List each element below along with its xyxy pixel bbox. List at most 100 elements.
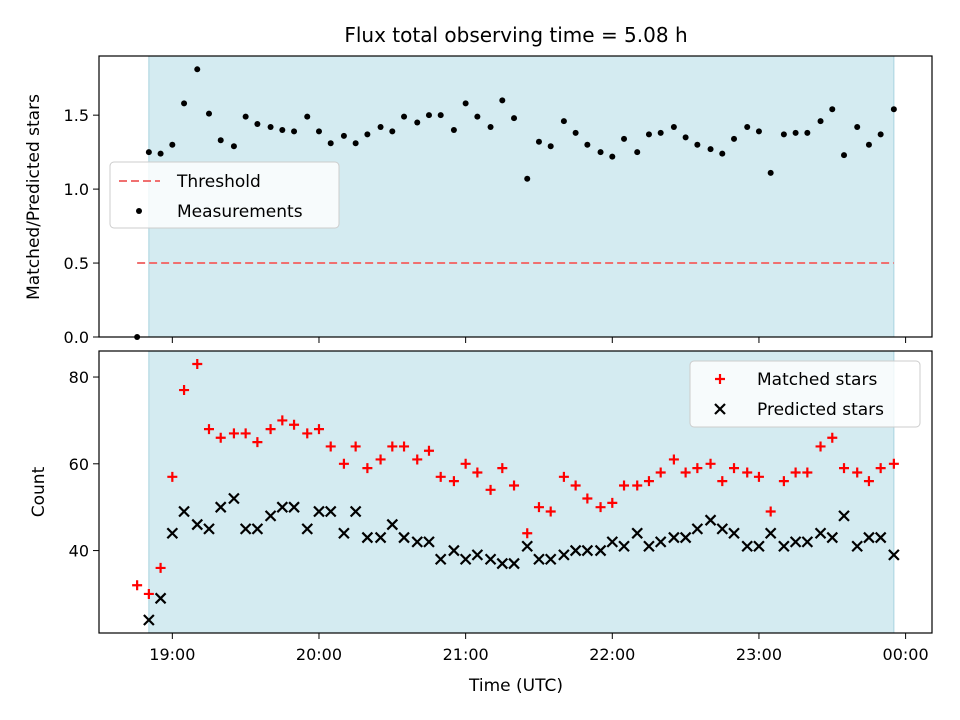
predicted-star-point bbox=[386, 518, 399, 531]
predicted-star-point bbox=[301, 523, 314, 535]
matched-star-point bbox=[252, 437, 263, 448]
x-tick-label: 00:00 bbox=[883, 645, 929, 664]
measurement-point bbox=[767, 169, 774, 176]
matched-star-point bbox=[472, 467, 483, 478]
measurement-point bbox=[657, 129, 664, 136]
predicted-star-point bbox=[581, 544, 594, 557]
measurement-point bbox=[817, 118, 824, 125]
y-tick-label: 80 bbox=[69, 368, 89, 387]
x-tick-label: 21:00 bbox=[443, 645, 489, 664]
matched-star-point bbox=[215, 432, 226, 443]
predicted-star-point bbox=[423, 536, 435, 548]
predicted-star-point bbox=[459, 553, 472, 566]
matched-star-point bbox=[680, 467, 691, 478]
measurement-point bbox=[755, 128, 762, 135]
matched-star-point bbox=[350, 441, 361, 452]
measurement-point bbox=[572, 129, 579, 136]
measurement-point bbox=[719, 150, 726, 157]
measurement-point bbox=[205, 110, 212, 117]
x-tick-label: 19:00 bbox=[149, 645, 195, 664]
matched-star-point bbox=[338, 458, 349, 469]
matched-star-point bbox=[802, 467, 813, 478]
predicted-star-point bbox=[838, 510, 850, 522]
predicted-star-point bbox=[851, 540, 863, 553]
measurement-point bbox=[707, 146, 714, 153]
predicted-star-point bbox=[728, 527, 740, 539]
matched-star-point bbox=[375, 454, 386, 465]
predicted-star-point bbox=[288, 501, 300, 513]
matched-star-point bbox=[705, 458, 716, 469]
matched-star-point bbox=[325, 441, 336, 452]
measurement-point bbox=[499, 97, 506, 104]
measurement-point bbox=[744, 123, 751, 130]
y-tick-label: 1.5 bbox=[64, 106, 89, 125]
predicted-star-point bbox=[789, 536, 802, 548]
measurement-point bbox=[401, 113, 408, 120]
predicted-star-point bbox=[203, 523, 215, 535]
matched-star-point bbox=[668, 454, 679, 465]
matched-star-point bbox=[179, 385, 190, 396]
x-tick-label: 23:00 bbox=[736, 645, 782, 664]
predicted-star-point bbox=[398, 531, 410, 544]
predicted-star-point bbox=[228, 492, 240, 505]
measurement-point bbox=[389, 128, 396, 135]
measurement-point bbox=[560, 118, 567, 125]
y-tick-label: 40 bbox=[69, 542, 89, 561]
matched-star-point bbox=[570, 480, 581, 491]
predicted-star-point bbox=[471, 549, 484, 561]
measurement-point bbox=[535, 138, 542, 145]
predicted-star-point bbox=[691, 523, 704, 535]
matched-star-point bbox=[607, 497, 618, 508]
matched-star-point bbox=[729, 463, 740, 474]
measurement-point bbox=[414, 119, 421, 126]
matched-star-point bbox=[497, 463, 508, 474]
measurement-point bbox=[450, 126, 457, 133]
predicted-star-point bbox=[778, 540, 790, 553]
measurement-point bbox=[230, 143, 237, 150]
y-tick-label: 1.0 bbox=[64, 180, 89, 199]
predicted-star-point bbox=[801, 536, 814, 548]
measurement-point bbox=[194, 66, 201, 73]
legend-predicted-label: Predicted stars bbox=[757, 400, 884, 420]
measurement-point bbox=[597, 149, 604, 156]
predicted-star-point bbox=[618, 540, 630, 553]
matched-star-point bbox=[460, 458, 471, 469]
predicted-star-point bbox=[826, 531, 839, 544]
matched-star-point bbox=[717, 476, 728, 487]
predicted-star-point bbox=[679, 531, 692, 544]
predicted-star-point bbox=[594, 544, 607, 557]
bottom-panel: Count Time (UTC) 40 60 80 19:00 20:00 21:00 22… bbox=[29, 350, 933, 696]
measurement-point bbox=[340, 132, 347, 139]
matched-star-point bbox=[533, 502, 544, 513]
measurement-point bbox=[792, 129, 799, 136]
matched-star-point bbox=[595, 502, 606, 513]
predicted-star-point bbox=[814, 527, 827, 539]
predicted-star-point bbox=[888, 549, 900, 561]
matched-star-point bbox=[827, 432, 838, 443]
legend-matched-swatch bbox=[715, 374, 725, 384]
predicted-star-point bbox=[606, 536, 619, 548]
x-tick-label: 22:00 bbox=[589, 645, 635, 664]
measurement-point bbox=[352, 140, 359, 147]
x-tick-label: 20:00 bbox=[296, 645, 342, 664]
measurement-point bbox=[364, 131, 371, 138]
matched-star-point bbox=[582, 493, 593, 504]
matched-star-point bbox=[888, 458, 899, 469]
measurement-point bbox=[327, 140, 334, 147]
top-legend: Threshold Measurements bbox=[109, 161, 340, 229]
chart-title: Flux total observing time = 5.08 h bbox=[344, 23, 687, 47]
bottom-y-axis-label: Count bbox=[29, 466, 49, 517]
matched-star-point bbox=[545, 506, 556, 517]
matched-star-point bbox=[790, 467, 801, 478]
predicted-star-point bbox=[276, 501, 289, 513]
y-tick-label: 60 bbox=[69, 455, 89, 474]
predicted-star-point bbox=[154, 592, 167, 605]
predicted-star-point bbox=[434, 553, 447, 566]
measurement-point bbox=[267, 123, 274, 130]
matched-star-point bbox=[742, 467, 753, 478]
legend-matched-label: Matched stars bbox=[757, 370, 877, 390]
measurement-point bbox=[511, 115, 518, 122]
predicted-star-point bbox=[874, 531, 887, 544]
predicted-star-point bbox=[361, 531, 374, 544]
measurement-point bbox=[181, 100, 188, 107]
